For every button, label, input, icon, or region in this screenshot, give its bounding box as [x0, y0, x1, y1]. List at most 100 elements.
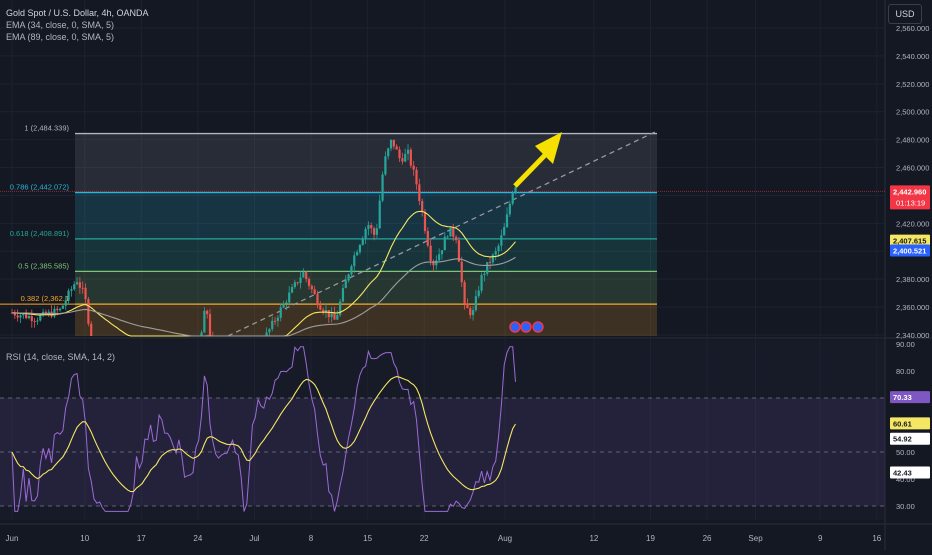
candle-bullish	[387, 148, 389, 156]
candle-bullish	[364, 229, 366, 238]
candle-bullish	[65, 301, 67, 306]
candle-bearish	[319, 305, 321, 309]
candle-bearish	[82, 288, 84, 289]
rsi-axis-tick-label: 90.00	[896, 340, 915, 349]
fib-level-label: 0.382 (2,362.1	[21, 294, 69, 303]
candle-bullish	[441, 250, 443, 254]
time-axis-label: 9	[818, 534, 823, 543]
price-axis-tick-label: 2,480.000	[896, 136, 929, 145]
candle-bearish	[297, 282, 299, 283]
time-axis-label: Aug	[498, 534, 512, 543]
candle-bullish	[444, 237, 446, 250]
candle-bullish	[345, 280, 347, 288]
ema89-badge: 2,400.521	[893, 247, 926, 256]
candle-bullish	[362, 238, 364, 245]
candle-bearish	[455, 237, 457, 240]
candle-bullish	[509, 204, 511, 215]
candle-bullish	[291, 287, 293, 293]
candle-bearish	[427, 231, 429, 246]
candle-bullish	[302, 272, 304, 277]
fib-zone	[75, 304, 657, 336]
rsi-badge-4: 42.43	[893, 468, 912, 477]
fib-level-label: 1 (2,484.339)	[24, 124, 69, 133]
candle-bearish	[87, 299, 89, 324]
candle-bullish	[285, 302, 287, 303]
candle-bullish	[294, 282, 296, 287]
candle-bearish	[401, 158, 403, 161]
rsi-axis-tick-label: 30.00	[896, 502, 915, 511]
price-axis-tick-label: 2,340.000	[896, 331, 929, 340]
candle-bullish	[70, 289, 72, 291]
currency-button[interactable]: USD	[888, 4, 922, 24]
economic-event-icon[interactable]	[521, 322, 531, 332]
candle-bullish	[390, 140, 392, 149]
rsi-axis-tick-label: 80.00	[896, 367, 915, 376]
candle-bearish	[31, 316, 33, 321]
candle-bullish	[39, 315, 41, 320]
fib-level-label: 0.786 (2,442.072)	[10, 183, 70, 192]
fib-zone	[75, 134, 657, 193]
bar-countdown: 01:13:19	[896, 198, 925, 207]
time-axis-label: 12	[589, 534, 598, 543]
candle-bullish	[336, 315, 338, 320]
economic-event-icon[interactable]	[533, 322, 543, 332]
candle-bullish	[497, 246, 499, 252]
candle-bullish	[480, 275, 482, 291]
candle-bullish	[76, 282, 78, 284]
candle-bearish	[316, 294, 318, 305]
candle-bullish	[486, 262, 488, 274]
candle-bearish	[461, 262, 463, 282]
candle-bullish	[492, 255, 494, 263]
candle-bullish	[288, 293, 290, 303]
candle-bullish	[379, 201, 381, 229]
candle-bullish	[404, 154, 406, 162]
candle-bullish	[483, 274, 485, 275]
candle-bullish	[350, 266, 352, 274]
candle-bearish	[84, 288, 86, 299]
candle-bullish	[435, 260, 437, 265]
candle-bearish	[424, 212, 426, 231]
rsi-ma-badge: 60.61	[893, 419, 912, 428]
candle-bullish	[203, 311, 205, 333]
ema34-badge: 2,407.615	[893, 237, 926, 246]
rsi-legend[interactable]: RSI (14, close, SMA, 14, 2)	[6, 352, 115, 362]
price-axis-tick-label: 2,540.000	[896, 52, 929, 61]
candle-bearish	[489, 262, 491, 263]
economic-event-icon[interactable]	[510, 322, 520, 332]
fib-zone	[75, 239, 657, 272]
symbol-legend[interactable]: Gold Spot / U.S. Dollar, 4h, OANDA	[6, 8, 149, 18]
candle-bullish	[376, 228, 378, 235]
time-axis-label: Jun	[6, 534, 19, 543]
time-axis-label: 17	[137, 534, 146, 543]
candle-bearish	[328, 310, 330, 317]
time-axis-label: 26	[703, 534, 712, 543]
candle-bullish	[271, 321, 273, 329]
ema89-legend[interactable]: EMA (89, close, 0, SMA, 5)	[6, 32, 114, 42]
candle-bullish	[500, 235, 502, 245]
ema34-legend[interactable]: EMA (34, close, 0, SMA, 5)	[6, 20, 114, 30]
candle-bearish	[415, 170, 417, 185]
candle-bullish	[280, 307, 282, 317]
candle-bearish	[206, 311, 208, 314]
time-axis-label: 16	[872, 534, 881, 543]
price-axis-tick-label: 2,520.000	[896, 80, 929, 89]
time-axis-label: 15	[363, 534, 372, 543]
candle-bullish	[514, 187, 516, 193]
candle-bullish	[28, 316, 30, 318]
candle-bullish	[381, 174, 383, 200]
candle-bearish	[452, 228, 454, 237]
candle-bearish	[463, 282, 465, 303]
time-axis-label: 19	[646, 534, 655, 543]
price-axis-tick-label: 2,500.000	[896, 108, 929, 117]
time-axis-label: 10	[80, 534, 89, 543]
candle-bearish	[274, 321, 276, 322]
time-axis-label: 8	[309, 534, 314, 543]
candle-bearish	[370, 225, 372, 228]
candle-bullish	[449, 228, 451, 237]
candle-bearish	[34, 321, 36, 322]
current-price-badge: 2,442.960	[893, 187, 926, 196]
candle-bullish	[384, 156, 386, 174]
candle-bearish	[56, 309, 58, 310]
